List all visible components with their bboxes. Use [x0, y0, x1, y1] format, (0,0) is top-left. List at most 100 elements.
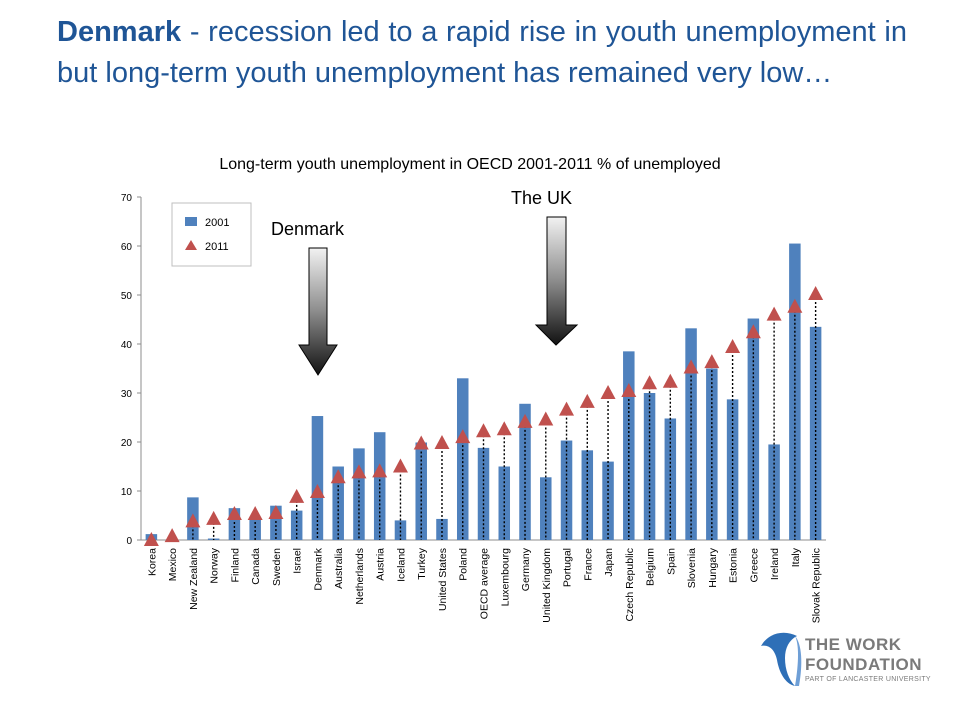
category-label: Belgium: [645, 548, 657, 586]
marker-2011: [621, 383, 637, 398]
marker-2011: [392, 458, 408, 473]
category-label: Mexico: [167, 548, 179, 581]
category-label: Italy: [790, 547, 802, 567]
marker-2011: [808, 286, 824, 301]
uk-arrow: The UK: [511, 188, 579, 346]
logo-line-1: THE WORK: [805, 635, 902, 654]
marker-2011: [185, 513, 201, 528]
marker-2011: [164, 528, 180, 543]
logo-line-3: PART OF LANCASTER UNIVERSITY: [805, 676, 931, 683]
marker-2011: [226, 506, 242, 521]
category-label: Japan: [603, 548, 615, 577]
y-tick-label: 10: [121, 487, 133, 498]
y-tick-label: 20: [121, 438, 133, 449]
category-label: Portugal: [562, 548, 574, 587]
bar-2001: [415, 442, 427, 540]
slide-title: Denmark - recession led to a rapid rise …: [57, 12, 907, 94]
marker-2011: [787, 298, 803, 313]
bar-2001: [456, 378, 469, 540]
category-label: United States: [437, 548, 449, 611]
category-label: Greece: [748, 548, 760, 583]
slide-title-rest: - recession led to a rapid rise in youth…: [57, 16, 907, 89]
category-label: Austria: [375, 548, 387, 581]
denmark-arrow-shape: [298, 247, 338, 376]
denmark-callout-label: Denmark: [271, 219, 345, 239]
category-label: Estonia: [728, 548, 740, 583]
y-tick-label: 70: [121, 193, 133, 204]
y-tick-label: 50: [121, 291, 133, 302]
category-label: Ireland: [769, 548, 781, 580]
marker-2011: [517, 413, 533, 428]
category-label: Sweden: [271, 548, 283, 586]
marker-2011: [642, 375, 658, 390]
logo-line-2: FOUNDATION: [805, 655, 923, 674]
category-labels: Korea Mexico New Zealand Norway Finland Canad…: [146, 547, 822, 623]
legend-label-2001: 2001: [205, 217, 229, 229]
bar-2001: [809, 326, 822, 540]
marker-2011: [476, 423, 491, 438]
marker-2011: [351, 464, 367, 479]
denmark-arrow: Denmark: [271, 219, 345, 376]
marker-2011: [247, 506, 263, 521]
legend-label-2011: 2011: [205, 241, 229, 253]
marker-2011: [143, 532, 159, 546]
category-label: Netherlands: [354, 548, 366, 605]
marker-2011: [330, 469, 346, 484]
category-label: Luxembourg: [499, 548, 511, 607]
category-label: Israel: [292, 548, 304, 574]
chart-legend: 2001 2011: [171, 202, 252, 267]
marker-2011: [413, 435, 429, 450]
marker-2011: [538, 411, 554, 426]
marker-2011: [725, 338, 741, 353]
category-label: Denmark: [312, 547, 324, 590]
category-label: Norway: [209, 547, 221, 583]
y-tick-label: 60: [121, 242, 133, 253]
bar-2001: [685, 328, 697, 540]
legend-swatch-2001: [185, 217, 197, 226]
category-label: France: [582, 548, 594, 581]
marker-2011: [309, 483, 325, 498]
bar-2001: [623, 351, 635, 540]
y-tick-label: 0: [126, 536, 132, 547]
category-label: Iceland: [395, 548, 407, 582]
legend-box: [171, 202, 252, 267]
bar-2001: [477, 447, 490, 540]
chart-title: Long-term youth unemployment in OECD 200…: [219, 156, 721, 173]
marker-2011: [745, 324, 761, 339]
y-tick-label: 30: [121, 389, 133, 400]
marker-2011: [579, 393, 595, 408]
uk-arrow-shape: [534, 216, 579, 346]
category-label: Finland: [229, 548, 241, 583]
slide-title-bold: Denmark: [57, 16, 182, 48]
marker-2011: [704, 354, 720, 369]
marker-2011: [559, 401, 575, 416]
legend-marker-2011: [185, 240, 197, 250]
marker-2011: [766, 306, 782, 321]
category-label: Spain: [665, 548, 677, 575]
category-label: Canada: [250, 548, 262, 585]
bar-2001: [373, 432, 386, 540]
work-foundation-logo: THE WORK FOUNDATION PART OF LANCASTER UN…: [755, 628, 935, 690]
logo-icon: [761, 632, 802, 686]
category-label: Turkey: [416, 547, 428, 579]
marker-2011: [372, 463, 388, 478]
marker-2011: [455, 429, 471, 444]
bar-2001: [602, 461, 614, 540]
category-label: Korea: [146, 548, 158, 576]
bar-2001: [249, 518, 261, 540]
marker-2011: [662, 373, 678, 388]
bar-2001: [726, 399, 739, 540]
category-label: OECD average: [479, 548, 491, 619]
bar-2001: [436, 518, 448, 540]
marker-2011: [683, 359, 699, 374]
bar-2001: [228, 508, 241, 540]
bar-2001: [643, 393, 656, 540]
category-label: Hungary: [707, 547, 719, 587]
markers-2011: [143, 286, 824, 546]
category-label: New Zealand: [188, 548, 200, 610]
marker-2011: [289, 488, 305, 503]
category-label: Slovenia: [686, 548, 698, 588]
category-label: Poland: [458, 548, 470, 581]
category-label: Czech Republic: [624, 548, 636, 622]
